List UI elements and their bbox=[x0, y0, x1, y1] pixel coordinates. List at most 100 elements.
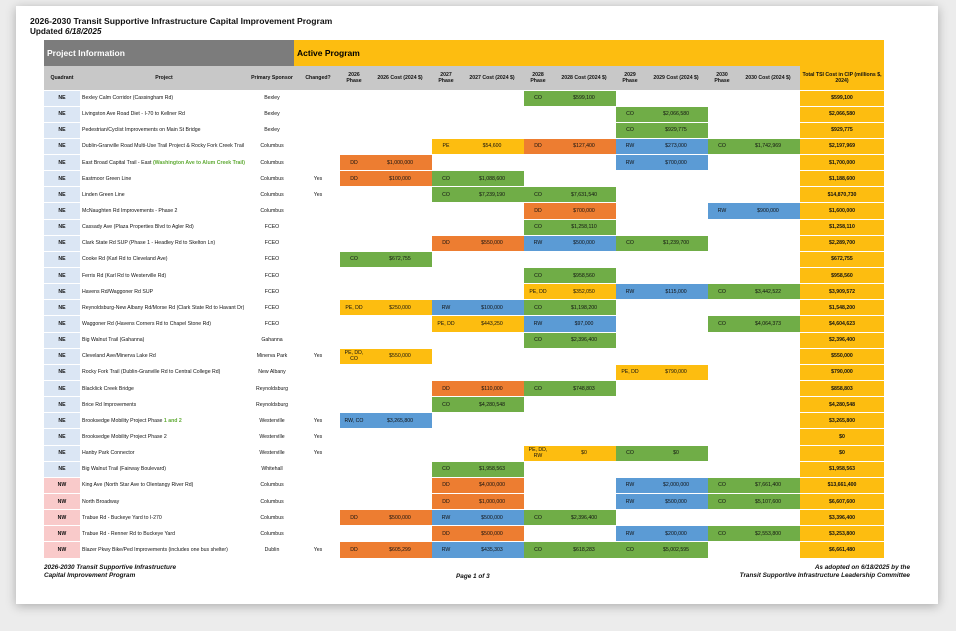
total-cell: $2,289,700 bbox=[800, 235, 884, 252]
phase-2027-cell bbox=[432, 219, 460, 236]
project-cell: Rocky Fork Trail (Dublin-Granville Rd to… bbox=[80, 364, 248, 382]
changed-cell bbox=[296, 299, 340, 317]
cost-2030-cell bbox=[736, 122, 800, 139]
phase-2030-cell bbox=[708, 428, 736, 446]
cost-2030-cell: $4,064,373 bbox=[736, 315, 800, 333]
phase-2026-cell bbox=[340, 461, 368, 478]
project-name: Hanby Park Connector bbox=[82, 450, 135, 457]
cost-2028-cell bbox=[552, 493, 616, 511]
cost-2029-cell bbox=[644, 202, 708, 220]
cost-2029-cell bbox=[644, 186, 708, 204]
phase-2026-cell bbox=[340, 186, 368, 204]
project-name: Eastmoor Green Line bbox=[82, 175, 132, 182]
phase-2028-cell bbox=[524, 251, 552, 269]
sponsor-cell: Westerville bbox=[248, 428, 296, 446]
phase-2029-cell: CO bbox=[616, 122, 644, 139]
table-row: NE Havens Rd/Waggoner Rd SUP FCEO PE, DD $35… bbox=[44, 283, 884, 301]
changed-cell bbox=[296, 396, 340, 414]
sponsor-cell: Columbus bbox=[248, 154, 296, 172]
footer-adoption: As adopted on 6/18/2025 by the Transit S… bbox=[740, 564, 910, 579]
sponsor-cell: Columbus bbox=[248, 525, 296, 543]
phase-2030-cell bbox=[708, 219, 736, 236]
cost-2029-cell: $2,000,000 bbox=[644, 477, 708, 495]
project-name: Pedestrian/Cyclist Improvements on Main … bbox=[82, 127, 201, 134]
cost-2029-cell bbox=[644, 90, 708, 107]
quadrant-cell: NE bbox=[44, 315, 80, 333]
phase-2030-cell bbox=[708, 186, 736, 204]
quadrant-cell: NE bbox=[44, 106, 80, 123]
cost-2027-cell: $110,000 bbox=[460, 380, 524, 398]
total-cell: $1,700,000 bbox=[800, 154, 884, 172]
project-cell: King Ave (North Star Ave to Olentangy Ri… bbox=[80, 477, 248, 495]
cost-2029-cell bbox=[644, 267, 708, 285]
table-row: NW Trabue Rd - Buckeye Yard to I-270 Colum… bbox=[44, 509, 884, 527]
quadrant-cell: NW bbox=[44, 525, 80, 543]
cost-2029-cell: $200,000 bbox=[644, 525, 708, 543]
cost-2028-cell: $1,258,110 bbox=[552, 219, 616, 236]
cost-2029-cell: $500,000 bbox=[644, 493, 708, 511]
table-row: NE East Broad Capital Trail - East (Washi… bbox=[44, 154, 884, 172]
quadrant-cell: NE bbox=[44, 186, 80, 204]
table-row: NW King Ave (North Star Ave to Olentangy … bbox=[44, 477, 884, 495]
cost-2028-cell: $500,000 bbox=[552, 235, 616, 252]
phase-2030-cell bbox=[708, 541, 736, 559]
project-cell: Trabue Rd - Buckeye Yard to I-270 bbox=[80, 509, 248, 527]
col-2027-cost: 2027 Cost (2024 $) bbox=[460, 66, 524, 91]
changed-cell bbox=[296, 315, 340, 333]
total-cell: $1,958,563 bbox=[800, 461, 884, 478]
project-cell: Ferris Rd (Karl Rd to Westerville Rd) bbox=[80, 267, 248, 285]
cost-2027-cell: $435,303 bbox=[460, 541, 524, 559]
phase-2029-cell: CO bbox=[616, 541, 644, 559]
cost-2028-cell: $1,198,200 bbox=[552, 299, 616, 317]
project-name: Rocky Fork Trail (Dublin-Granville Rd to… bbox=[82, 369, 221, 376]
cost-2028-cell: $748,803 bbox=[552, 380, 616, 398]
changed-cell bbox=[296, 493, 340, 511]
project-name: Waggoner Rd (Havens Corners Rd to Chapel… bbox=[82, 321, 211, 328]
phase-2028-cell bbox=[524, 348, 552, 365]
quadrant-cell: NE bbox=[44, 138, 80, 156]
phase-2027-cell: DD bbox=[432, 493, 460, 511]
phase-2027-cell bbox=[432, 364, 460, 382]
sponsor-cell: Bexley bbox=[248, 122, 296, 139]
col-2028-phase: 2028 Phase bbox=[524, 66, 552, 91]
cost-2027-cell bbox=[460, 106, 524, 123]
phase-2028-cell bbox=[524, 364, 552, 382]
total-cell: $1,188,600 bbox=[800, 170, 884, 188]
phase-2030-cell bbox=[708, 332, 736, 349]
total-cell: $550,000 bbox=[800, 348, 884, 365]
phase-2029-cell bbox=[616, 396, 644, 414]
cost-2026-cell bbox=[368, 364, 432, 382]
cost-2026-cell bbox=[368, 186, 432, 204]
sponsor-cell: Reynoldsburg bbox=[248, 396, 296, 414]
total-cell: $2,396,400 bbox=[800, 332, 884, 349]
cost-2029-cell bbox=[644, 412, 708, 430]
phase-2027-cell: DD bbox=[432, 235, 460, 252]
cost-2026-cell bbox=[368, 267, 432, 285]
project-name: Cooke Rd (Karl Rd to Cleveland Ave) bbox=[82, 256, 168, 263]
project-cell: Cooke Rd (Karl Rd to Cleveland Ave) bbox=[80, 251, 248, 269]
cost-2026-cell bbox=[368, 332, 432, 349]
phase-2027-cell: CO bbox=[432, 186, 460, 204]
sponsor-cell: Dublin bbox=[248, 541, 296, 559]
cost-2030-cell: $2,553,800 bbox=[736, 525, 800, 543]
phase-2029-cell bbox=[616, 267, 644, 285]
changed-cell bbox=[296, 202, 340, 220]
phase-2027-cell bbox=[432, 202, 460, 220]
changed-cell bbox=[296, 283, 340, 301]
phase-2029-cell bbox=[616, 186, 644, 204]
phase-2030-cell: CO bbox=[708, 525, 736, 543]
col-2026-cost: 2026 Cost (2024 $) bbox=[368, 66, 432, 91]
cost-2030-cell bbox=[736, 235, 800, 252]
changed-cell: Yes bbox=[296, 445, 340, 462]
changed-cell bbox=[296, 154, 340, 172]
changed-cell bbox=[296, 219, 340, 236]
cost-2027-cell bbox=[460, 202, 524, 220]
project-cell: Bexley Calm Corridor (Cassingham Rd) bbox=[80, 90, 248, 107]
sponsor-cell: Columbus bbox=[248, 186, 296, 204]
cost-2029-cell: $273,000 bbox=[644, 138, 708, 156]
total-cell: $3,253,800 bbox=[800, 525, 884, 543]
total-cell: $3,396,400 bbox=[800, 509, 884, 527]
phase-2028-cell: DD bbox=[524, 138, 552, 156]
sponsor-cell: Columbus bbox=[248, 477, 296, 495]
cost-2026-cell bbox=[368, 106, 432, 123]
